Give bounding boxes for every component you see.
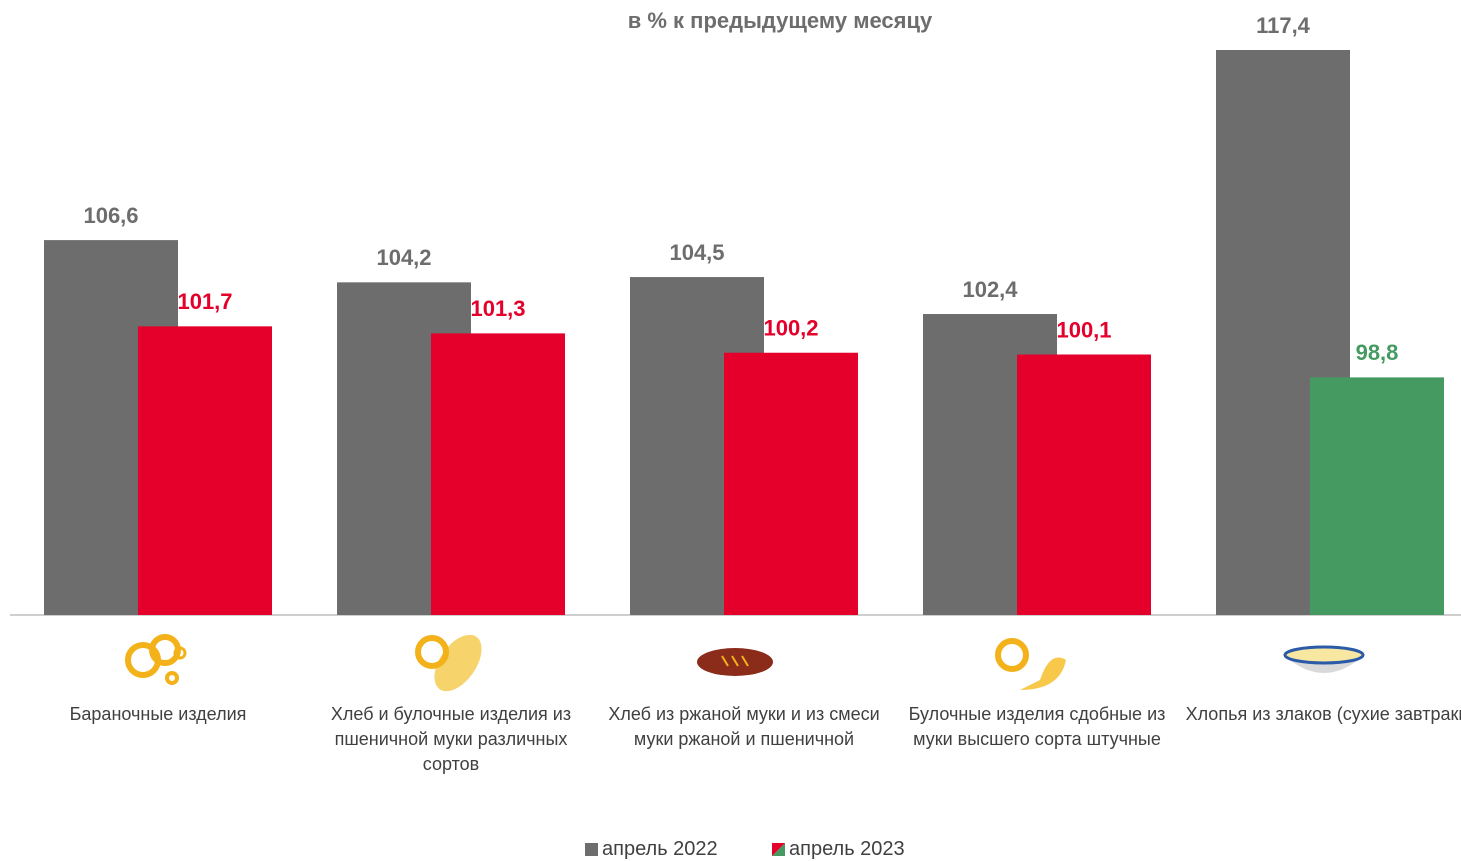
x-tick-label: Хлопья из злаков (сухие завтраки): [1185, 704, 1461, 724]
bar: [724, 352, 858, 615]
bar: [431, 333, 565, 615]
data-label: 101,3: [470, 296, 525, 321]
legend-label: апрель 2022: [602, 838, 718, 860]
data-label: 101,7: [177, 289, 232, 314]
bar: [138, 326, 272, 615]
x-tick-label: Булочные изделия сдобные из муки высшего…: [908, 704, 1166, 749]
x-tick-label: Хлеб из ржаной муки и из смеси муки ржан…: [608, 704, 880, 749]
legend-swatch: [585, 843, 598, 856]
bar: [1017, 354, 1151, 615]
legend-label: апрель 2023: [789, 838, 905, 860]
chart-title: в % к предыдущему месяцу: [628, 8, 933, 33]
x-tick-label: Бараночные изделия: [69, 704, 247, 724]
data-label: 102,4: [962, 277, 1018, 302]
icon-cereal: [1283, 645, 1365, 673]
data-label: 104,2: [376, 245, 431, 270]
legend-swatch: [772, 843, 785, 856]
data-label: 106,6: [83, 203, 138, 228]
data-label: 104,5: [669, 240, 724, 265]
data-label: 98,8: [1356, 340, 1399, 365]
icon-bagels: [125, 634, 187, 685]
icon-bread: [415, 634, 482, 692]
icon-croissant: [995, 638, 1066, 690]
x-tick-label: Хлеб и булочные изделия из пшеничной мук…: [330, 704, 572, 774]
data-label: 100,1: [1056, 317, 1111, 342]
bar: [1310, 377, 1444, 615]
icon-rye: [697, 648, 773, 676]
data-label: 117,4: [1256, 13, 1311, 38]
data-label: 100,2: [763, 316, 818, 341]
